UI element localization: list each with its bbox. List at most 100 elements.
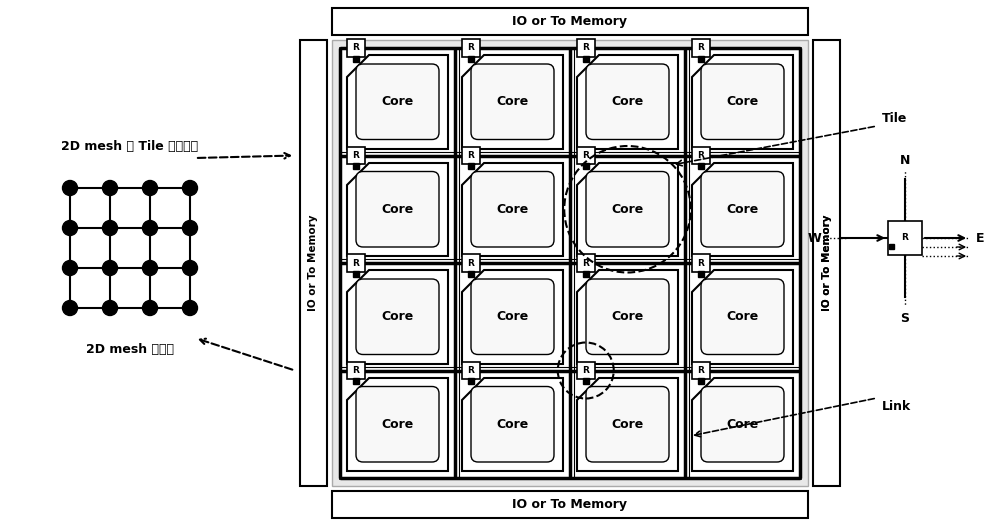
Bar [340, 48, 800, 478]
Text: 2D mesh 的拓扑: 2D mesh 的拓扑 [86, 343, 174, 356]
FancyBboxPatch shape [701, 172, 784, 247]
Text: R: R [467, 366, 474, 375]
Text: R: R [697, 366, 704, 375]
Circle shape [62, 221, 78, 235]
Polygon shape [347, 163, 448, 256]
Circle shape [62, 260, 78, 276]
FancyBboxPatch shape [586, 386, 669, 462]
Text: R: R [697, 43, 704, 52]
Bar [577, 39, 594, 56]
Text: Core: Core [496, 95, 529, 108]
Circle shape [143, 221, 158, 235]
FancyBboxPatch shape [471, 172, 554, 247]
Text: R: R [582, 43, 589, 52]
FancyBboxPatch shape [356, 386, 439, 462]
Polygon shape [577, 270, 678, 363]
Text: N: N [900, 154, 910, 167]
Text: Core: Core [611, 203, 644, 216]
Polygon shape [462, 378, 563, 471]
Polygon shape [577, 163, 678, 256]
Bar [332, 491, 808, 518]
Bar [347, 39, 364, 56]
Text: Core: Core [381, 418, 414, 431]
Polygon shape [347, 378, 448, 471]
Text: R: R [467, 43, 474, 52]
Polygon shape [692, 378, 793, 471]
Bar [347, 362, 364, 379]
Bar [577, 362, 594, 379]
Text: Tile: Tile [882, 111, 907, 125]
Text: Core: Core [611, 310, 644, 323]
Text: R: R [697, 151, 704, 160]
Bar [692, 39, 710, 56]
Text: Core: Core [726, 418, 759, 431]
FancyBboxPatch shape [356, 64, 439, 139]
Polygon shape [462, 163, 563, 256]
Circle shape [182, 221, 198, 235]
Text: R: R [902, 233, 908, 242]
Bar [462, 254, 480, 272]
Bar [462, 39, 480, 56]
FancyBboxPatch shape [586, 64, 669, 139]
FancyBboxPatch shape [701, 386, 784, 462]
Text: IO or To Memory: IO or To Memory [512, 15, 628, 28]
Bar [332, 40, 808, 486]
Circle shape [143, 300, 158, 316]
Bar [692, 147, 710, 164]
Polygon shape [577, 378, 678, 471]
Polygon shape [577, 55, 678, 148]
Bar [347, 254, 364, 272]
Text: R: R [352, 259, 359, 268]
Text: IO or To Memory: IO or To Memory [822, 215, 832, 311]
FancyBboxPatch shape [586, 279, 669, 354]
Text: IO or To Memory: IO or To Memory [308, 215, 318, 311]
Text: R: R [582, 151, 589, 160]
FancyBboxPatch shape [471, 279, 554, 354]
Bar [692, 254, 710, 272]
Circle shape [182, 260, 198, 276]
Text: Core: Core [726, 203, 759, 216]
Text: Core: Core [381, 95, 414, 108]
Text: R: R [582, 259, 589, 268]
FancyBboxPatch shape [701, 279, 784, 354]
Text: Core: Core [496, 310, 529, 323]
Circle shape [103, 300, 118, 316]
Bar [692, 362, 710, 379]
Text: Core: Core [381, 203, 414, 216]
Text: Core: Core [726, 310, 759, 323]
Circle shape [143, 181, 158, 195]
Text: Core: Core [726, 95, 759, 108]
Text: Core: Core [496, 203, 529, 216]
FancyBboxPatch shape [356, 172, 439, 247]
Text: R: R [352, 366, 359, 375]
Polygon shape [462, 55, 563, 148]
Polygon shape [347, 55, 448, 148]
Bar [577, 254, 594, 272]
Bar [300, 40, 327, 486]
FancyBboxPatch shape [586, 172, 669, 247]
Circle shape [103, 221, 118, 235]
Bar [813, 40, 840, 486]
Circle shape [182, 300, 198, 316]
Polygon shape [692, 270, 793, 363]
Circle shape [103, 260, 118, 276]
Circle shape [62, 181, 78, 195]
FancyBboxPatch shape [471, 386, 554, 462]
Bar [332, 8, 808, 35]
Bar [462, 147, 480, 164]
FancyBboxPatch shape [356, 279, 439, 354]
Text: Link: Link [882, 400, 911, 412]
Text: Core: Core [611, 418, 644, 431]
Text: R: R [697, 259, 704, 268]
Bar [888, 221, 922, 255]
Text: R: R [467, 151, 474, 160]
Text: E: E [976, 231, 984, 244]
Circle shape [103, 181, 118, 195]
Polygon shape [692, 55, 793, 148]
Bar [347, 147, 364, 164]
Polygon shape [347, 270, 448, 363]
Bar [577, 147, 594, 164]
Circle shape [143, 260, 158, 276]
Text: IO or To Memory: IO or To Memory [822, 215, 832, 311]
Text: Core: Core [496, 418, 529, 431]
